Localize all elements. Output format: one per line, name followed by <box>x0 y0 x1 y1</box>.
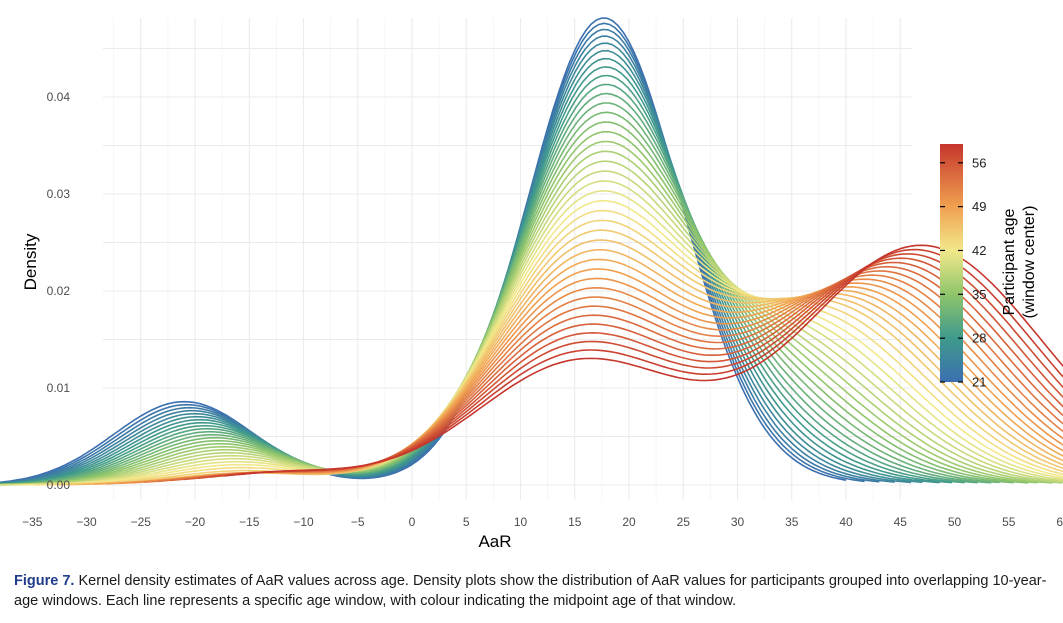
x-tick-label: 5 <box>463 515 470 529</box>
legend-tick-label: 56 <box>972 155 986 170</box>
legend-ticks: 21 28 35 42 49 56 <box>940 155 986 390</box>
legend-title-line2: (window center) <box>1021 206 1038 319</box>
density-line <box>2 180 1063 486</box>
density-chart: 0.000.010.020.030.04 −50−45−40−35−30−25−… <box>0 17 1063 551</box>
figure-caption-label: Figure 7. <box>14 573 75 589</box>
density-line <box>0 57 940 485</box>
density-line <box>183 261 1063 481</box>
y-axis-ticks: 0.00 0.01 0.02 0.03 0.04 <box>47 90 71 492</box>
y-axis-title: Density <box>21 233 40 290</box>
y-tick-label: 0.02 <box>47 284 71 298</box>
x-tick-label: −10 <box>293 515 314 529</box>
legend-colorbar <box>940 144 963 382</box>
grid-lines <box>103 18 912 500</box>
density-line <box>0 42 912 485</box>
legend-tick-label: 28 <box>972 331 986 346</box>
x-tick-label: 0 <box>409 515 416 529</box>
density-line <box>24 199 1063 486</box>
density-line <box>13 190 1063 486</box>
legend-tick-label: 42 <box>972 243 986 258</box>
density-line <box>0 22 865 484</box>
x-tick-label: 55 <box>1002 515 1016 529</box>
figure-caption-text: Kernel density estimates of AaR values a… <box>14 573 1047 609</box>
x-tick-label: 40 <box>839 515 853 529</box>
density-line <box>118 277 1063 485</box>
density-line <box>238 244 1063 476</box>
x-axis-ticks: −50−45−40−35−30−25−20−15−10−505101520253… <box>22 515 1063 529</box>
density-line <box>46 219 1063 486</box>
density-line <box>0 170 1063 486</box>
density-line <box>69 239 1063 486</box>
density-line <box>0 160 1063 486</box>
color-legend: 21 28 35 42 49 56 Participant age (window cen… <box>940 144 1038 390</box>
x-tick-label: 15 <box>568 515 582 529</box>
x-tick-label: 10 <box>514 515 528 529</box>
x-tick-label: 60 <box>1056 515 1063 529</box>
x-tick-label: −35 <box>22 515 43 529</box>
x-tick-label: 25 <box>677 515 691 529</box>
density-line <box>0 74 965 485</box>
x-tick-label: 20 <box>622 515 636 529</box>
x-tick-label: 50 <box>948 515 962 529</box>
density-line <box>0 49 923 485</box>
y-tick-label: 0.04 <box>47 90 71 104</box>
x-tick-label: 45 <box>894 515 908 529</box>
density-line <box>0 140 1053 486</box>
y-tick-label: 0.03 <box>47 187 71 201</box>
x-tick-label: 35 <box>785 515 799 529</box>
x-tick-label: −20 <box>185 515 206 529</box>
x-tick-label: −25 <box>131 515 152 529</box>
y-tick-label: 0.01 <box>47 381 71 395</box>
x-axis-title: AaR <box>478 532 511 551</box>
legend-title-line1: Participant age <box>1001 209 1018 316</box>
legend-tick-label: 35 <box>972 287 986 302</box>
x-tick-label: −15 <box>239 515 260 529</box>
x-tick-label: 30 <box>731 515 745 529</box>
density-line <box>35 209 1063 486</box>
density-line <box>0 150 1063 486</box>
density-line <box>0 66 953 485</box>
density-line <box>0 17 847 484</box>
density-curves <box>0 17 1063 486</box>
x-tick-label: −5 <box>351 515 365 529</box>
figure-caption: Figure 7. Kernel density estimates of Aa… <box>14 571 1054 611</box>
legend-tick-label: 49 <box>972 199 986 214</box>
y-tick-label: 0.00 <box>47 478 71 492</box>
legend-tick-label: 21 <box>972 375 986 390</box>
x-tick-label: −30 <box>76 515 97 529</box>
density-line <box>58 229 1063 486</box>
